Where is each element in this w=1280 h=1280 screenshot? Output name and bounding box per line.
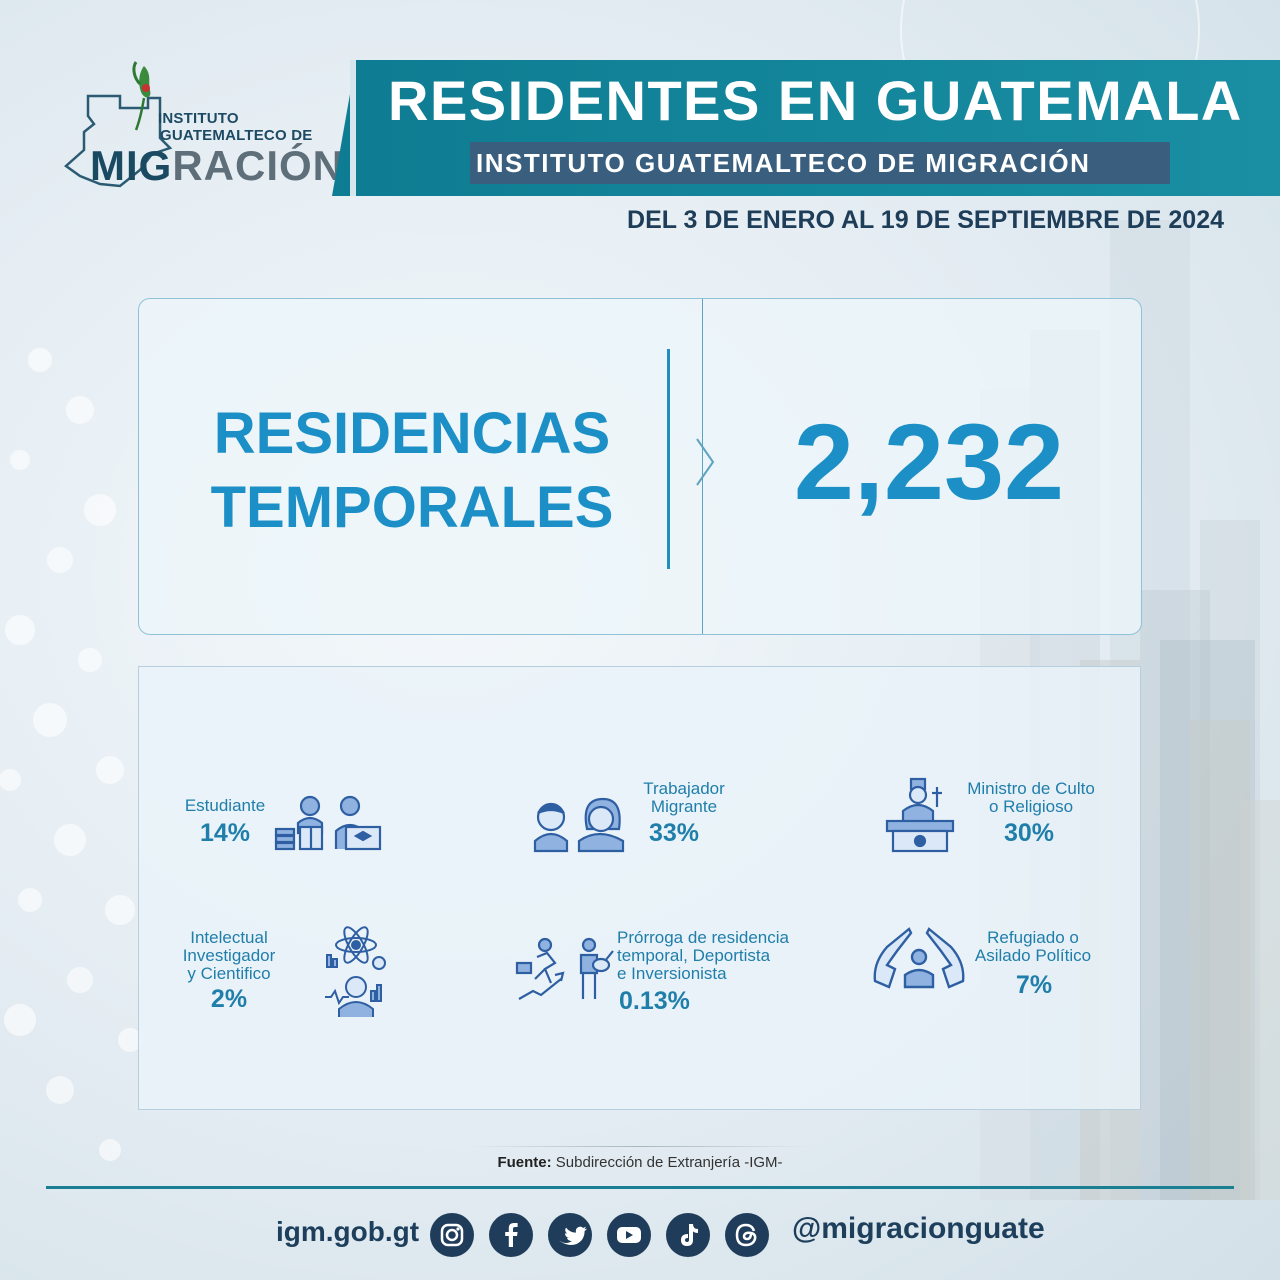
category-value-ministro-culto: 30% <box>1003 819 1055 847</box>
category-label-ministro-culto: Ministro de Culto o Religioso <box>951 780 1111 816</box>
guatemala-map-icon <box>63 61 173 188</box>
social-handle[interactable]: @migracionguate <box>792 1212 1045 1245</box>
website-link[interactable]: igm.gob.gt <box>276 1216 420 1247</box>
twitter-icon[interactable] <box>548 1213 592 1257</box>
date-range: DEL 3 DE ENERO AL 19 DE SEPTIEMBRE DE 20… <box>627 206 1224 234</box>
youtube-icon[interactable] <box>607 1213 651 1257</box>
category-value-intelectual: 2% <box>210 985 248 1013</box>
stat-label: RESIDENCIAS TEMPORALES <box>167 397 657 545</box>
category-label-line: Trabajador <box>643 779 725 798</box>
source-note: Fuente: Subdirección de Extranjería -IGM… <box>0 1154 1280 1171</box>
minister-icon <box>885 777 955 853</box>
category-label-line: temporal, Deportista <box>617 946 771 965</box>
category-label-line: e Inversionista <box>617 964 727 983</box>
instagram-icon[interactable] <box>430 1213 474 1257</box>
category-label-line: o Religioso <box>988 797 1074 816</box>
logo-text-line2: GUATEMALTECO DE <box>160 127 313 144</box>
category-label-line: Estudiante <box>184 796 266 815</box>
logo-main-b: RACIÓN <box>172 142 344 189</box>
workers-icon <box>533 797 625 853</box>
category-value-estudiante: 14% <box>199 819 251 847</box>
category-label-line: y Cientifico <box>187 964 271 983</box>
athlete-investor-icon <box>515 937 614 1000</box>
chevron-right-icon <box>696 438 715 486</box>
stat-value: 2,232 <box>793 401 1065 522</box>
students-icon <box>274 795 382 851</box>
category-label-intelectual: Intelectual Investigador y Cientifico <box>169 929 289 983</box>
facebook-icon[interactable] <box>489 1213 533 1257</box>
stat-label-line1: RESIDENCIAS <box>213 401 611 466</box>
logo-main-text: MIGRACIÓN <box>90 142 344 190</box>
category-value-trabajador-migrante: 33% <box>648 819 700 847</box>
igm-logo: INSTITUTO GUATEMALTECO DE MIGRACIÓN <box>60 58 343 193</box>
category-label-line: Prórroga de residencia <box>617 928 789 947</box>
background-dots <box>0 348 142 1161</box>
scientist-icon <box>325 926 386 1017</box>
category-label-line: Investigador <box>182 946 276 965</box>
breakdown-card: Estudiante 14% Trabajador Mig <box>138 666 1141 1110</box>
refugee-icon <box>873 927 965 989</box>
category-label-line: Refugiado o <box>987 928 1079 947</box>
category-label-prorroga: Prórroga de residencia temporal, Deporti… <box>617 929 817 983</box>
stat-divider <box>667 349 670 569</box>
source-divider <box>470 1146 810 1147</box>
stat-label-panel <box>139 299 703 634</box>
category-label-trabajador-migrante: Trabajador Migrante <box>609 780 759 816</box>
category-label-line: Migrante <box>650 797 718 816</box>
source-label: Fuente: <box>497 1154 552 1171</box>
category-label-estudiante: Estudiante <box>169 797 281 815</box>
stat-label-line2: TEMPORALES <box>210 475 614 540</box>
title-banner-stripe <box>350 60 356 196</box>
category-value-prorroga: 0.13% <box>619 987 690 1015</box>
tiktok-icon[interactable] <box>666 1213 710 1257</box>
stat-card: RESIDENCIAS TEMPORALES 2,232 <box>138 298 1142 635</box>
category-label-refugiado: Refugiado o Asilado Político <box>961 929 1105 965</box>
category-label-line: Asilado Político <box>974 946 1092 965</box>
logo-main-a: MIG <box>90 142 173 189</box>
page-subtitle: INSTITUTO GUATEMALTECO DE MIGRACIÓN <box>476 148 1091 178</box>
logo-text-line1: INSTITUTO <box>158 110 239 127</box>
subtitle-banner <box>470 142 1170 184</box>
category-value-refugiado: 7% <box>1015 971 1053 999</box>
category-label-line: Ministro de Culto <box>967 779 1095 798</box>
category-label-line: Intelectual <box>190 928 268 947</box>
footer-divider <box>46 1186 1234 1189</box>
page-title: RESIDENTES EN GUATEMALA <box>388 69 1243 132</box>
threads-icon[interactable] <box>725 1213 769 1257</box>
source-text: Subdirección de Extranjería -IGM- <box>555 1154 783 1171</box>
